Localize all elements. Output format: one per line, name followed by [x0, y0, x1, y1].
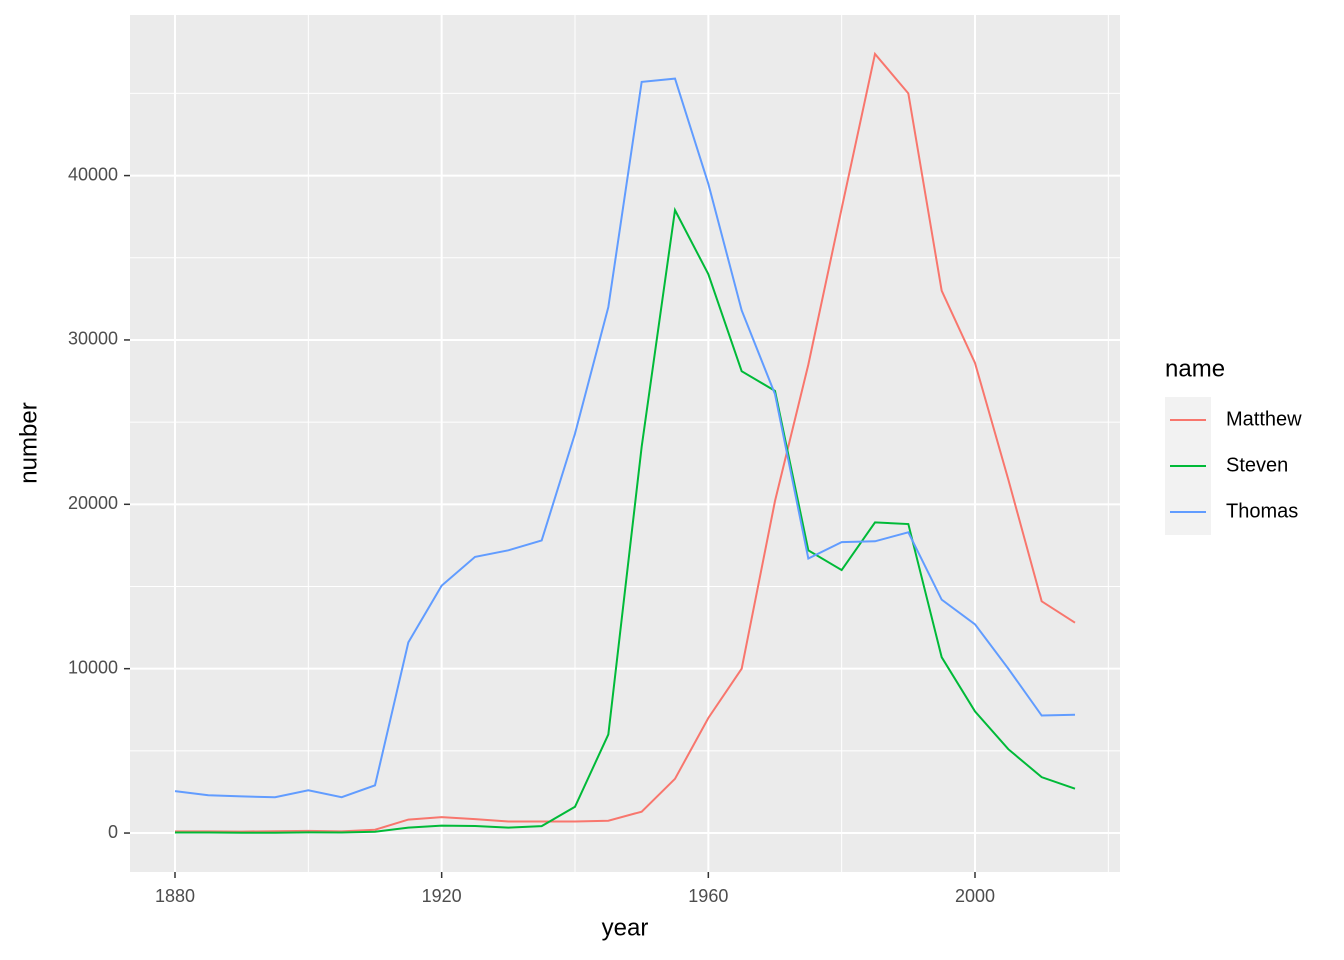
legend-label: Steven [1226, 454, 1288, 476]
y-tick-label: 30000 [68, 329, 118, 349]
x-axis-title: year [602, 914, 649, 941]
y-tick-label: 10000 [68, 657, 118, 677]
legend-label: Thomas [1226, 500, 1298, 522]
data-line [174, 77, 1076, 799]
data-line [175, 51, 1076, 833]
panel [130, 15, 1120, 872]
y-tick-label: 0 [108, 822, 118, 842]
data-line [175, 206, 1076, 834]
y-tick-label: 40000 [68, 164, 118, 184]
x-tick-label: 2000 [955, 886, 995, 906]
y-axis-title: number [15, 402, 42, 483]
x-tick-label: 1880 [155, 886, 195, 906]
legend-title: name [1165, 355, 1225, 382]
y-tick-label: 20000 [68, 493, 118, 513]
legend-label: Matthew [1226, 408, 1302, 430]
x-tick-label: 1960 [688, 886, 728, 906]
x-tick-label: 1920 [422, 886, 462, 906]
